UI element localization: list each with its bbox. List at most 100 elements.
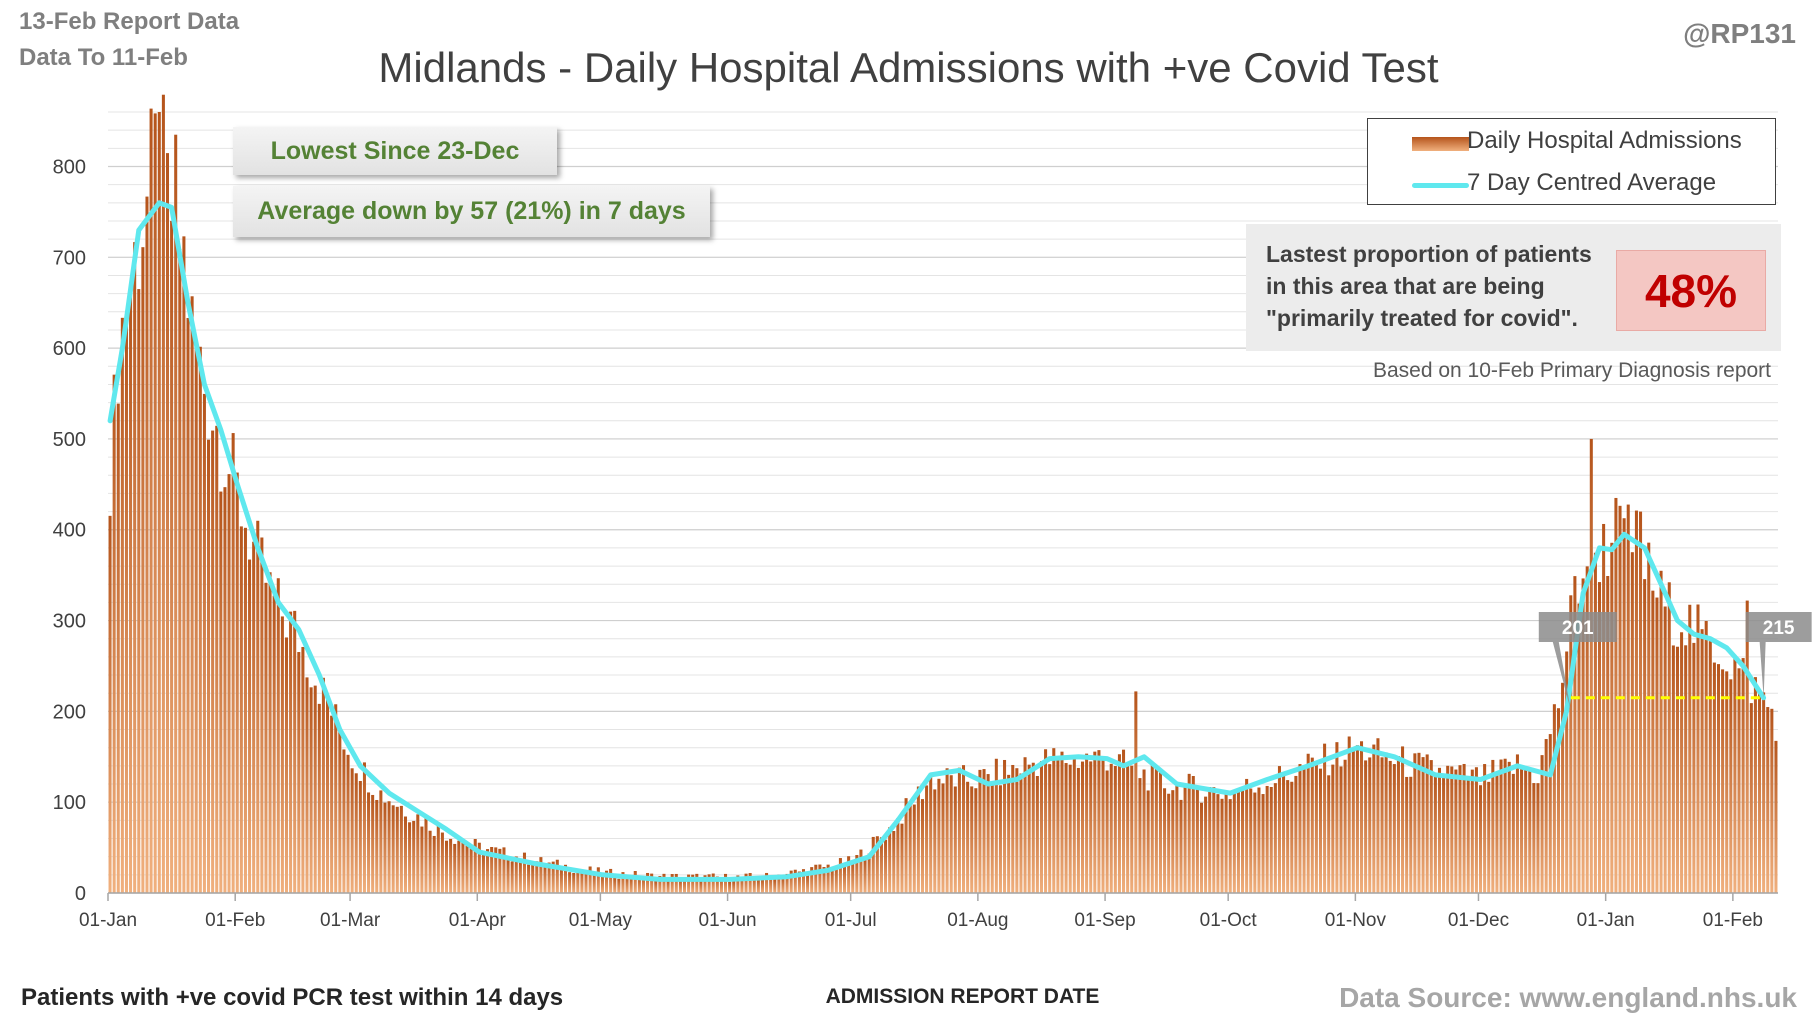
bar bbox=[190, 296, 194, 893]
bar bbox=[1351, 750, 1355, 893]
bar bbox=[1142, 769, 1146, 893]
bar bbox=[252, 541, 256, 893]
average-line bbox=[107, 200, 1767, 882]
proportion-text-line-3: "primarily treated for covid". bbox=[1266, 305, 1578, 331]
bar bbox=[1273, 783, 1277, 893]
bar bbox=[198, 346, 202, 893]
bar bbox=[588, 866, 592, 893]
footnote: Patients with +ve covid PCR test within … bbox=[21, 984, 564, 1011]
bar bbox=[420, 826, 424, 893]
bar bbox=[1011, 764, 1015, 893]
bar bbox=[699, 880, 703, 893]
bar bbox=[1712, 662, 1716, 893]
bar bbox=[1688, 604, 1692, 893]
bar bbox=[465, 844, 469, 893]
bar bbox=[1076, 767, 1080, 893]
bar bbox=[1064, 763, 1068, 893]
bar bbox=[986, 774, 990, 893]
bar bbox=[395, 806, 399, 893]
x-tick-label: 01-Feb bbox=[1703, 910, 1763, 931]
bar bbox=[1228, 799, 1232, 893]
bar bbox=[781, 877, 785, 893]
x-tick-label: 01-Mar bbox=[320, 910, 381, 931]
bar bbox=[769, 875, 773, 893]
bar bbox=[1290, 781, 1294, 893]
bar bbox=[925, 785, 929, 893]
y-tick-label: 600 bbox=[53, 338, 86, 360]
bar bbox=[1700, 629, 1704, 893]
bar bbox=[650, 873, 654, 893]
bar bbox=[1220, 798, 1224, 893]
bar bbox=[855, 855, 859, 893]
bar bbox=[1015, 768, 1019, 893]
bar bbox=[641, 876, 645, 893]
bar bbox=[1614, 497, 1618, 893]
legend-item-average: 7 Day Centred Average bbox=[1368, 163, 1775, 203]
bar bbox=[367, 792, 371, 893]
bar bbox=[1729, 679, 1733, 893]
bar bbox=[276, 578, 280, 893]
bar bbox=[1364, 760, 1368, 893]
bar bbox=[1175, 782, 1179, 893]
bar bbox=[317, 703, 321, 893]
bar bbox=[1680, 632, 1684, 893]
bar bbox=[358, 781, 362, 893]
bar bbox=[301, 646, 305, 893]
bar bbox=[235, 472, 239, 893]
bar bbox=[522, 852, 526, 893]
bar bbox=[797, 871, 801, 893]
bar bbox=[896, 818, 900, 893]
bar bbox=[486, 849, 490, 893]
bar bbox=[1343, 759, 1347, 893]
bar bbox=[1048, 764, 1052, 893]
bar bbox=[1663, 606, 1667, 893]
bar bbox=[818, 864, 822, 893]
bar bbox=[674, 873, 678, 893]
bar bbox=[1396, 756, 1400, 893]
bar bbox=[1245, 778, 1249, 893]
bar bbox=[814, 864, 818, 893]
bar bbox=[912, 804, 916, 893]
bar bbox=[1540, 755, 1544, 893]
bar bbox=[847, 856, 851, 893]
bar bbox=[239, 526, 243, 893]
bar bbox=[617, 878, 621, 893]
bar bbox=[1737, 668, 1741, 893]
bar bbox=[658, 876, 662, 893]
bar bbox=[703, 875, 707, 893]
bar bbox=[1122, 749, 1126, 893]
bar bbox=[1019, 773, 1023, 893]
bar bbox=[1454, 769, 1458, 893]
bar bbox=[838, 858, 842, 893]
bar bbox=[1241, 790, 1245, 893]
bar bbox=[1146, 790, 1150, 893]
bar bbox=[662, 873, 666, 893]
bar bbox=[1721, 669, 1725, 893]
bar bbox=[469, 844, 473, 893]
bar bbox=[1113, 766, 1117, 893]
bar bbox=[1622, 518, 1626, 893]
bar bbox=[1753, 677, 1757, 893]
bar bbox=[908, 801, 912, 893]
bar bbox=[633, 871, 637, 893]
bar bbox=[1179, 799, 1183, 893]
bar bbox=[949, 775, 953, 893]
bar bbox=[408, 822, 412, 893]
bar bbox=[1314, 761, 1318, 893]
bar bbox=[875, 836, 879, 893]
bar bbox=[1056, 757, 1060, 893]
bar bbox=[1450, 766, 1454, 893]
bar bbox=[326, 699, 330, 893]
bar bbox=[1597, 582, 1602, 893]
bar bbox=[170, 220, 174, 893]
bar bbox=[666, 879, 670, 893]
bar bbox=[945, 768, 949, 893]
bar bbox=[879, 837, 883, 893]
bar bbox=[1770, 708, 1774, 893]
bar bbox=[1405, 776, 1409, 893]
bar bbox=[531, 864, 535, 893]
bar bbox=[1093, 751, 1097, 893]
bar bbox=[1158, 771, 1162, 893]
bar bbox=[1101, 757, 1105, 893]
bar bbox=[1762, 692, 1766, 893]
